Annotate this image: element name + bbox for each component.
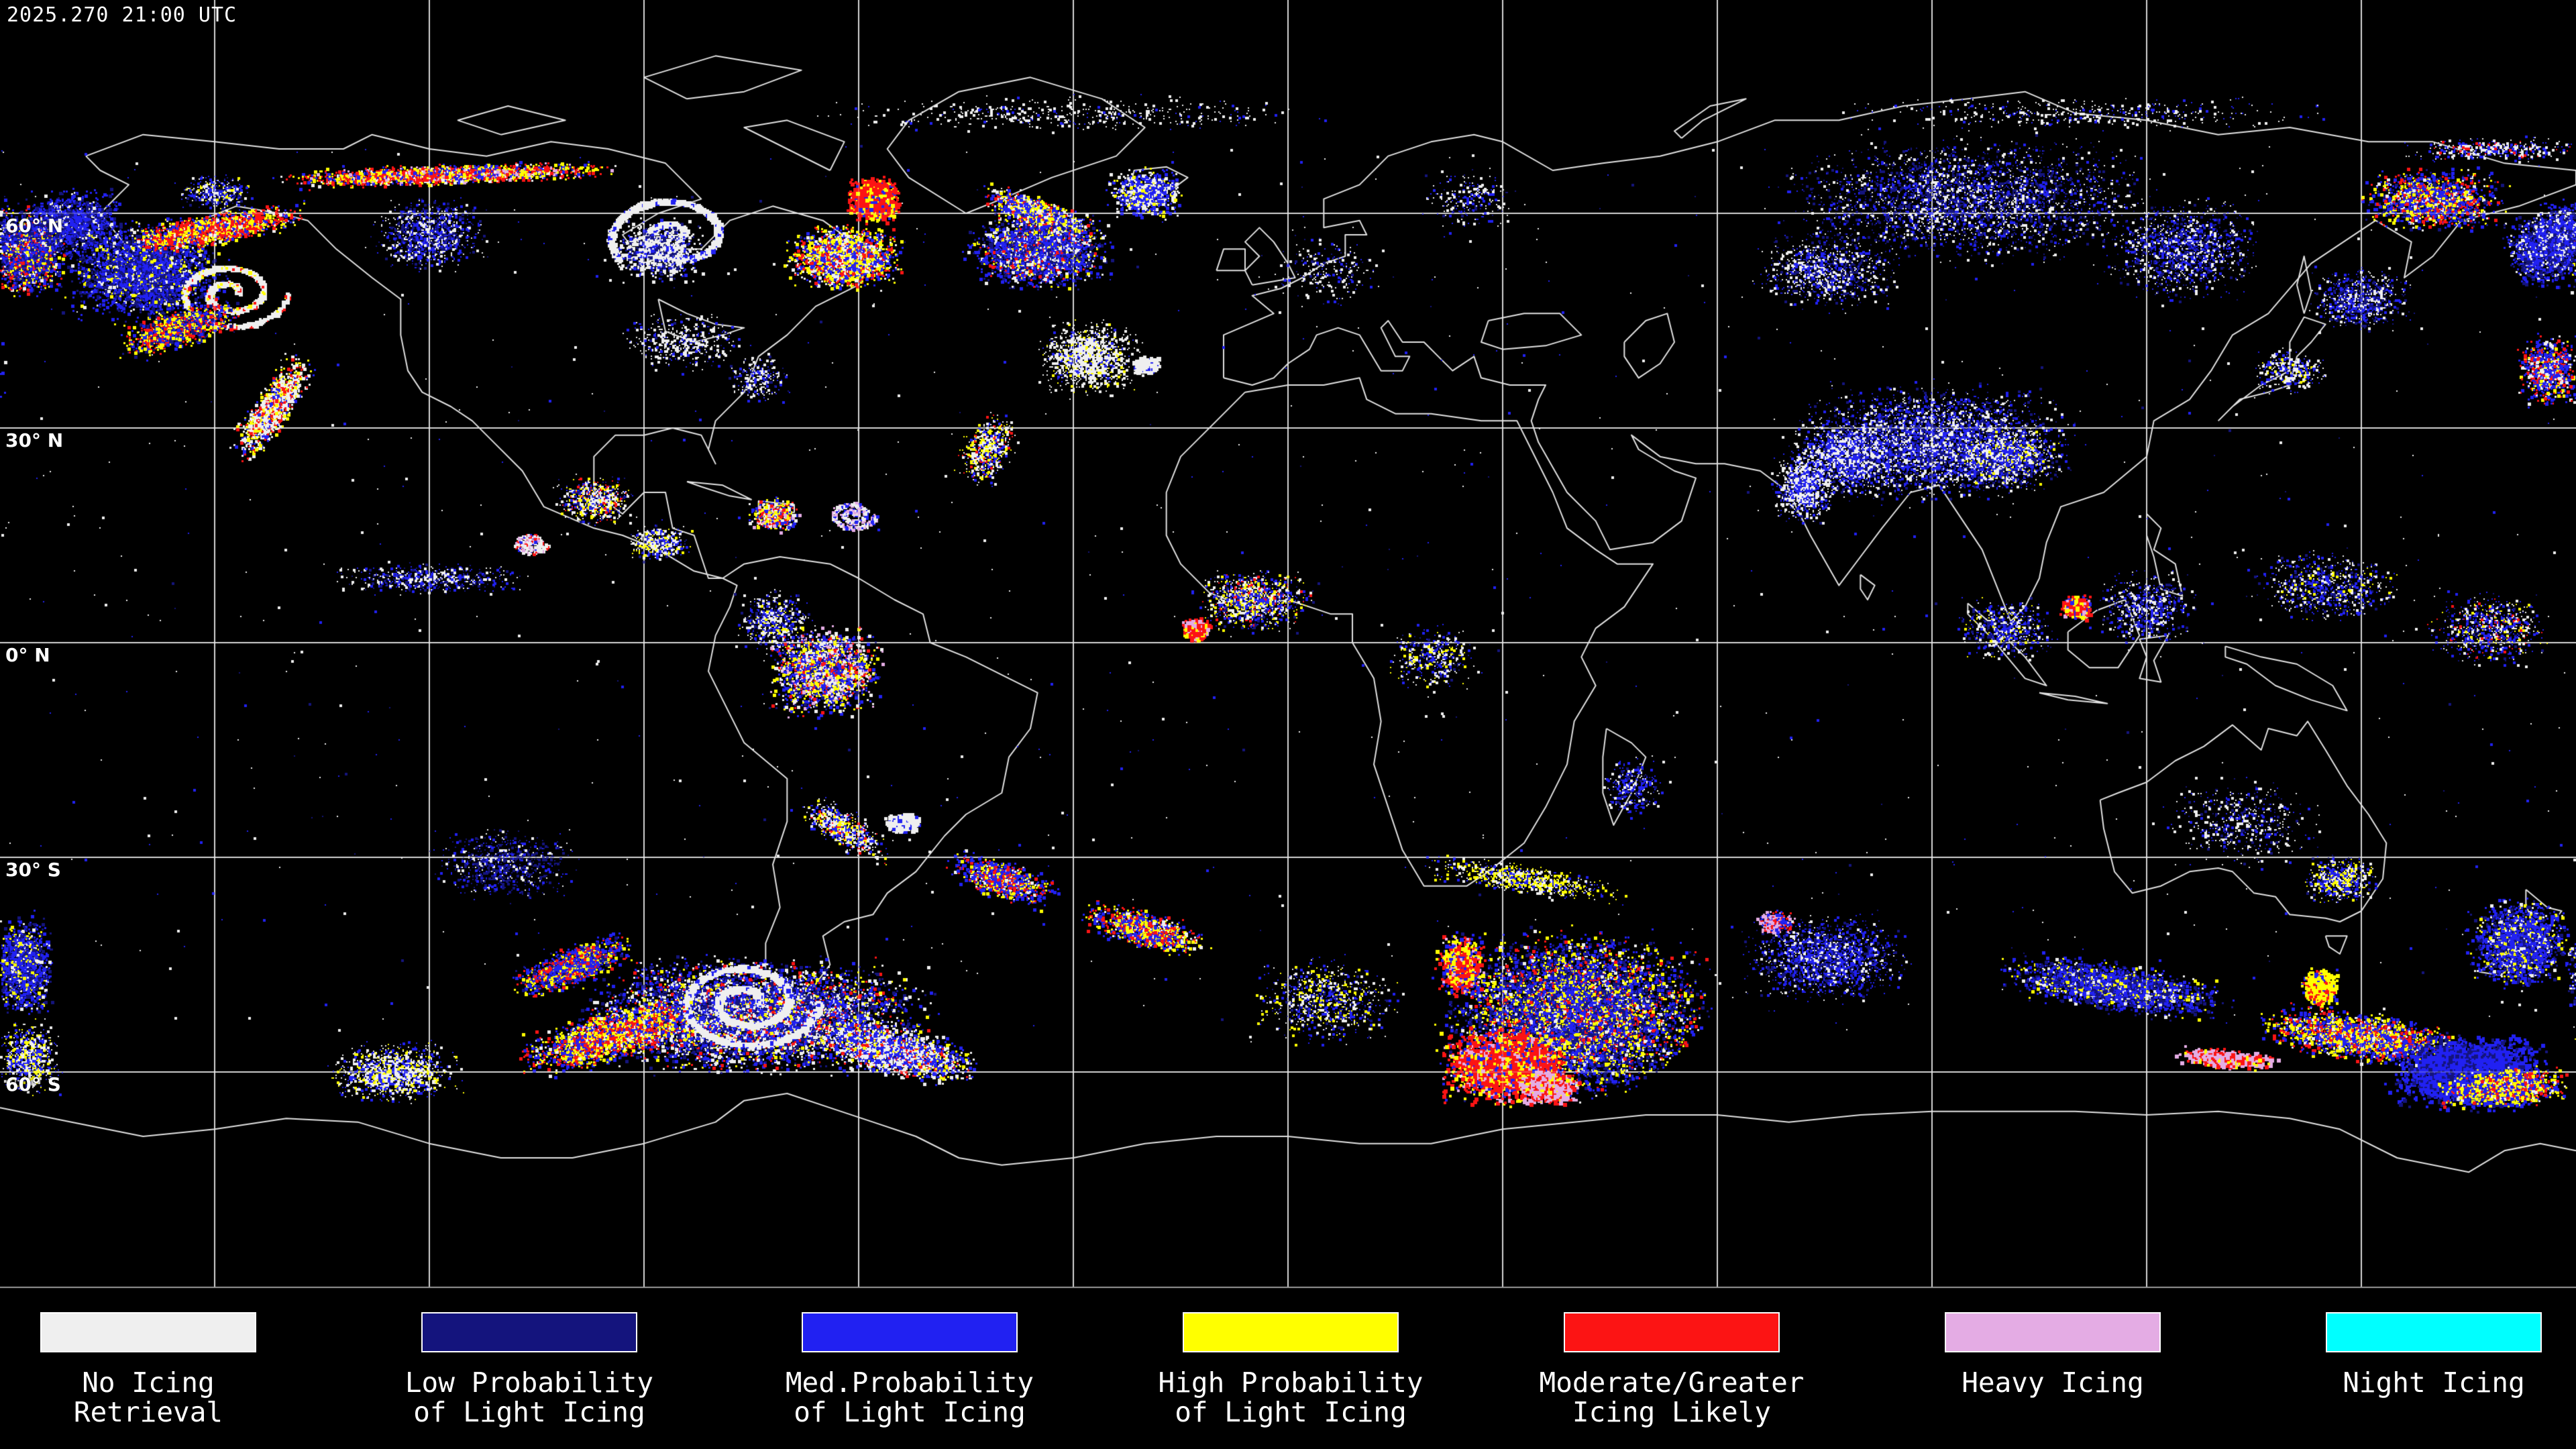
legend-label: No Icing Retrieval [0,1368,336,1427]
legend-label-line1: Heavy Icing [1962,1366,2144,1399]
legend-label-line1: Night Icing [2343,1366,2525,1399]
legend-label-line2: of Light Icing [794,1396,1026,1428]
lat-label-60n: 60° N [5,215,64,237]
legend-label: Night Icing [2246,1368,2576,1397]
legend-label: Moderate/Greater Icing Likely [1484,1368,1860,1427]
legend-label-line2: Retrieval [73,1396,223,1428]
lat-label-0n: 0° N [5,644,50,666]
legend-swatch [1564,1312,1780,1352]
legend-swatch [802,1312,1018,1352]
legend-label-line1: Low Probability [405,1366,654,1399]
legend-item-moderate-greater: Moderate/Greater Icing Likely [1484,1312,1860,1427]
legend-label-line1: No Icing [82,1366,215,1399]
legend-label-line2: of Light Icing [1175,1396,1407,1428]
legend-item-low-probability: Low Probability of Light Icing [341,1312,717,1427]
lat-label-60s: 60° S [5,1073,61,1095]
lat-label-30s: 30° S [5,859,61,881]
legend-label: Med.Probability of Light Icing [722,1368,1097,1427]
legend-label: Low Probability of Light Icing [341,1368,717,1427]
timestamp: 2025.270 21:00 UTC [7,3,237,27]
legend-label-line2: Icing Likely [1572,1396,1772,1428]
legend-label-line1: Moderate/Greater [1539,1366,1805,1399]
legend-label: Heavy Icing [1865,1368,2241,1397]
legend-swatch [2326,1312,2542,1352]
legend-label-line1: Med.Probability [785,1366,1034,1399]
lat-label-30n: 30° N [5,429,64,451]
legend-swatch [40,1312,256,1352]
legend-swatch [1945,1312,2161,1352]
legend-item-high-probability: High Probability of Light Icing [1103,1312,1479,1427]
legend-item-night-icing: Night Icing [2246,1312,2576,1397]
legend-item-no-icing-retrieval: No Icing Retrieval [0,1312,336,1427]
legend-item-med-probability: Med.Probability of Light Icing [722,1312,1097,1427]
legend-label: High Probability of Light Icing [1103,1368,1479,1427]
legend-label-line2: of Light Icing [413,1396,645,1428]
legend-item-heavy-icing: Heavy Icing [1865,1312,2241,1397]
legend-swatch [421,1312,637,1352]
legend-swatch [1183,1312,1399,1352]
legend-label-line1: High Probability [1158,1366,1424,1399]
